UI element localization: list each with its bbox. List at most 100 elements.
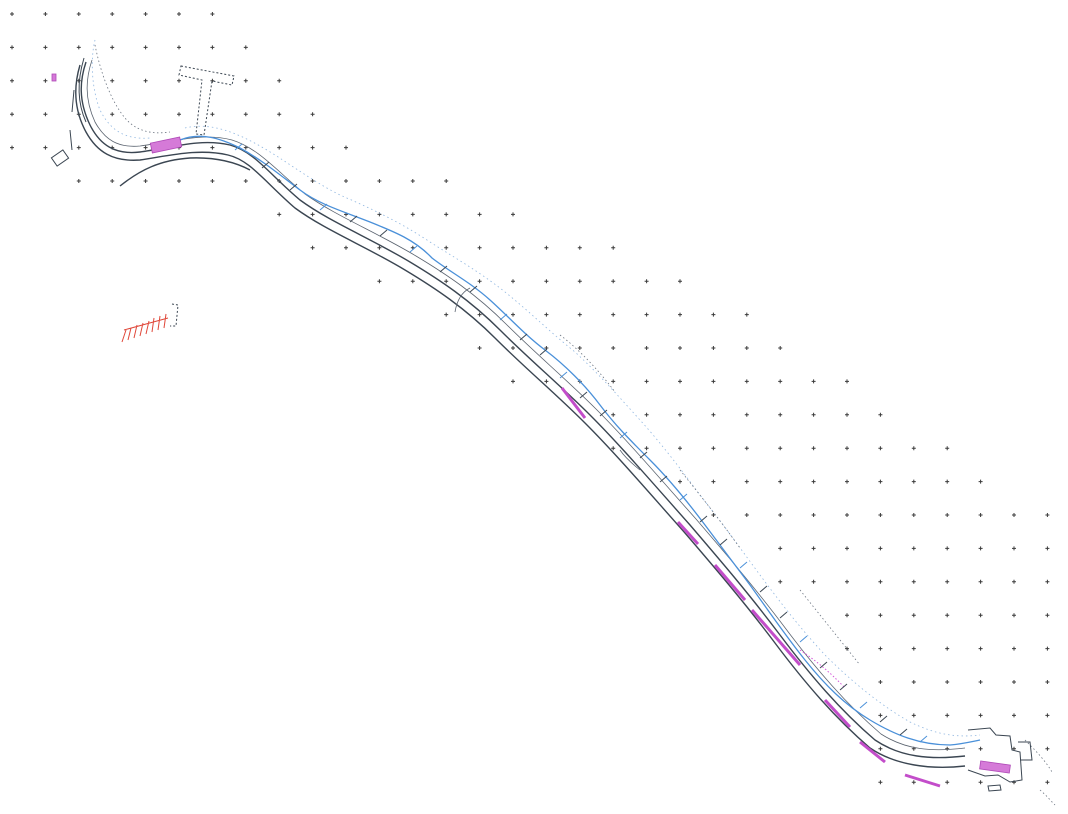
structure-east-annex	[1018, 741, 1033, 761]
grid-cross	[845, 412, 849, 417]
dotted-outline-a	[94, 44, 171, 134]
highlight-strip-7	[904, 773, 941, 788]
highlight-strip-2	[676, 520, 700, 546]
road-tick	[699, 515, 708, 523]
grid-cross	[410, 279, 415, 284]
highlight-strip-6	[859, 740, 886, 764]
grid-cross	[177, 12, 181, 16]
grid-cross	[845, 479, 849, 484]
grid-cross	[76, 12, 81, 16]
isolated-marker	[121, 313, 169, 343]
road-tick	[439, 265, 448, 273]
side-road-west	[119, 157, 251, 187]
grid-cross	[377, 179, 382, 183]
grid-cross	[377, 245, 382, 250]
grid-cross	[945, 746, 950, 751]
grid-cross	[778, 479, 783, 484]
grid-cross	[778, 546, 783, 551]
grid-cross	[945, 680, 950, 684]
grid-cross	[611, 279, 616, 284]
grid-cross	[711, 513, 716, 517]
road-tick	[899, 728, 908, 736]
grid-cross	[1045, 780, 1050, 785]
road-tick	[579, 391, 588, 399]
grid-cross	[344, 179, 348, 183]
grid-cross	[744, 479, 749, 484]
grid-cross	[1045, 613, 1050, 618]
road-tick	[819, 661, 828, 669]
highlight-mark-nw	[51, 73, 57, 82]
grid-cross	[911, 513, 916, 517]
grid-cross	[210, 179, 215, 183]
grid-cross	[1012, 579, 1016, 584]
highlight-dots	[799, 649, 846, 689]
grid-cross	[678, 479, 682, 484]
road-tick	[261, 161, 270, 169]
survey-grid	[10, 12, 1050, 785]
grid-cross	[444, 245, 449, 250]
grid-cross	[544, 245, 549, 250]
grid-cross	[644, 312, 649, 317]
grid-cross	[945, 513, 950, 517]
grid-cross	[811, 379, 816, 384]
side-spur	[454, 287, 471, 313]
grid-cross	[978, 613, 983, 618]
grid-cross	[110, 179, 115, 183]
road-tick	[409, 245, 418, 253]
grid-cross	[611, 245, 616, 250]
grid-cross	[878, 780, 883, 785]
structure-small-east	[987, 784, 1002, 792]
grid-cross	[744, 412, 749, 417]
grid-cross	[878, 613, 883, 618]
grid-cross	[544, 312, 549, 317]
grid-cross	[978, 546, 983, 551]
grid-cross	[10, 12, 14, 16]
grid-cross	[444, 312, 449, 317]
grid-cross	[744, 446, 749, 451]
grid-cross	[577, 312, 582, 317]
road-tick	[799, 635, 808, 643]
grid-cross	[243, 78, 248, 83]
grid-cross	[611, 312, 616, 317]
grid-cross	[978, 479, 983, 484]
highlighted-segments	[51, 73, 1011, 788]
grid-cross	[477, 212, 482, 217]
grid-cross	[277, 112, 282, 117]
grid-cross	[143, 112, 148, 117]
grid-cross	[344, 145, 348, 150]
grid-cross	[678, 312, 682, 317]
grid-cross	[878, 513, 883, 517]
road-tick	[919, 735, 928, 743]
grid-cross	[778, 412, 783, 417]
grid-cross	[878, 479, 883, 484]
highlight-strip-1	[560, 387, 587, 419]
grid-cross	[1045, 646, 1050, 651]
road-tick	[379, 229, 388, 237]
grid-cross	[778, 446, 783, 451]
road-tick	[499, 313, 508, 321]
grid-cross	[878, 412, 883, 417]
structure-west-wall	[69, 89, 75, 151]
grid-cross	[911, 780, 916, 785]
grid-cross	[878, 680, 883, 684]
grid-cross	[1045, 746, 1050, 751]
grid-cross	[644, 379, 649, 384]
grid-cross	[778, 346, 783, 350]
grid-cross	[511, 212, 515, 217]
dotted-outline-b	[559, 334, 861, 666]
grid-cross	[1012, 613, 1016, 618]
grid-cross	[177, 112, 181, 117]
grid-cross	[243, 112, 248, 117]
dotted-features	[94, 44, 1056, 806]
grid-cross	[811, 446, 816, 451]
side-spur-2	[619, 449, 641, 471]
road-tick	[289, 183, 298, 191]
grid-cross	[43, 112, 48, 117]
road-tick	[779, 611, 788, 619]
grid-cross	[1045, 680, 1050, 684]
grid-cross	[744, 379, 749, 384]
grid-cross	[978, 713, 983, 718]
grid-cross	[945, 646, 950, 651]
road-tick	[859, 701, 868, 709]
grid-cross	[10, 145, 14, 150]
